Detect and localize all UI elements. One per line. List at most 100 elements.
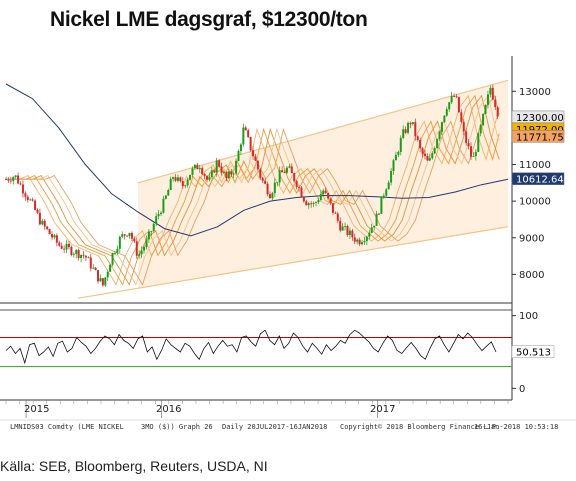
- candle-body: [143, 246, 146, 251]
- candle-body: [489, 87, 492, 95]
- candle-body: [24, 193, 27, 197]
- candle-body: [494, 99, 497, 108]
- long-moving-average-line: [5, 83, 509, 237]
- candle-body: [213, 170, 216, 173]
- candle-body: [397, 151, 400, 155]
- candle-body: [184, 185, 187, 187]
- footer-ticker: LMNIDS03 Comdty (LME NICKEL: [10, 423, 124, 431]
- rsi-panel: 05010050.513: [0, 311, 555, 395]
- candle-body: [264, 180, 267, 184]
- candle-body: [322, 190, 325, 195]
- x-tick-label: 2016: [156, 404, 181, 415]
- candle-body: [496, 107, 499, 117]
- candle-body: [203, 174, 206, 177]
- candle-body: [445, 109, 448, 116]
- candle-body: [479, 125, 482, 134]
- candle-body: [128, 232, 131, 237]
- candle-body: [334, 212, 337, 214]
- candle-body: [130, 232, 133, 239]
- candle-body: [491, 87, 494, 100]
- candle-body: [298, 187, 301, 188]
- candle-body: [193, 164, 196, 169]
- candle-body: [414, 122, 417, 137]
- candle-body: [133, 238, 136, 242]
- candle-body: [116, 248, 119, 253]
- candle-body: [43, 220, 46, 227]
- y-tick-label: 11000: [519, 160, 551, 171]
- candle-body: [169, 178, 172, 190]
- candle-body: [341, 226, 344, 231]
- candle-body: [477, 133, 480, 152]
- price-tag-label: 11771.75: [516, 132, 564, 143]
- candle-body: [353, 237, 356, 242]
- y-tick-label: 8000: [519, 270, 544, 281]
- candle-body: [67, 243, 70, 247]
- candle-body: [377, 213, 380, 215]
- moving-average-line: [6, 94, 500, 286]
- candle-body: [423, 153, 426, 156]
- candle-body: [409, 122, 412, 125]
- candle-body: [53, 235, 56, 238]
- candle-body: [121, 234, 124, 237]
- candle-body: [305, 201, 308, 206]
- price-tag-box: [511, 172, 565, 185]
- candle-body: [21, 184, 24, 194]
- candle-body: [346, 225, 349, 236]
- candle-body: [97, 270, 100, 282]
- candle-body: [271, 193, 274, 199]
- candle-body: [273, 182, 276, 194]
- candle-body: [411, 122, 414, 125]
- candle-body: [84, 255, 87, 258]
- candle-body: [41, 220, 44, 225]
- candle-body: [106, 271, 109, 278]
- candle-body: [17, 175, 20, 184]
- candle-body: [63, 248, 66, 250]
- candle-body: [101, 278, 104, 286]
- candle-body: [12, 176, 15, 182]
- candle-body: [167, 189, 170, 196]
- chart-footer: LMNIDS03 Comdty (LME NICKEL 3MO ($)) Gra…: [10, 423, 558, 431]
- candle-body: [426, 155, 429, 161]
- candle-body: [276, 182, 279, 184]
- candle-body: [302, 196, 305, 202]
- candle-body: [123, 234, 126, 236]
- candle-body: [368, 232, 371, 237]
- candle-body: [186, 179, 189, 186]
- candle-body: [31, 199, 34, 201]
- channel-lower-line: [78, 226, 509, 299]
- footer-timestamp: 16-Jan-2018 10:53:18: [474, 423, 558, 431]
- candle-body: [181, 181, 184, 187]
- candle-body: [385, 189, 388, 196]
- candle-body: [470, 146, 473, 157]
- candle-body: [60, 245, 63, 249]
- candle-body: [196, 164, 199, 170]
- candle-body: [428, 158, 431, 161]
- candle-body: [206, 176, 209, 180]
- candle-body: [448, 102, 451, 110]
- candle-body: [453, 96, 456, 97]
- footer-period: Daily 20JUL2017-16JAN2018: [222, 423, 327, 431]
- candle-body: [421, 148, 424, 154]
- candle-body: [218, 160, 221, 167]
- candle-body: [261, 177, 264, 181]
- candle-body: [164, 195, 167, 199]
- candle-body: [436, 139, 439, 149]
- rsi-value-label: 50.513: [516, 348, 551, 359]
- candle-body: [160, 212, 163, 215]
- candle-body: [201, 168, 204, 175]
- candle-body: [281, 170, 284, 173]
- candle-body: [399, 137, 402, 152]
- candle-body: [288, 166, 291, 168]
- candle-body: [19, 183, 22, 185]
- candle-body: [239, 144, 242, 152]
- candle-body: [89, 257, 92, 269]
- candle-body: [440, 122, 443, 132]
- candle-body: [70, 246, 73, 255]
- candle-body: [394, 154, 397, 161]
- candle-body: [450, 96, 453, 103]
- candle-body: [266, 183, 269, 195]
- candle-body: [290, 166, 293, 174]
- candle-body: [113, 252, 116, 254]
- candle-body: [51, 234, 54, 238]
